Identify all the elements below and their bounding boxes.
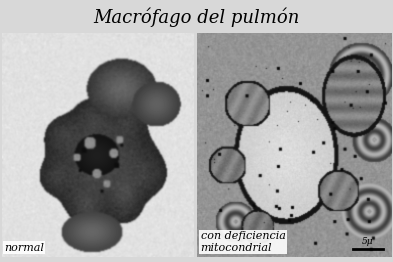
Text: 5μ: 5μ bbox=[362, 237, 374, 245]
Text: con deficiencia
mitocondrial: con deficiencia mitocondrial bbox=[200, 231, 285, 253]
Text: Macrófago del pulmón: Macrófago del pulmón bbox=[93, 8, 300, 27]
Text: normal: normal bbox=[4, 243, 44, 253]
